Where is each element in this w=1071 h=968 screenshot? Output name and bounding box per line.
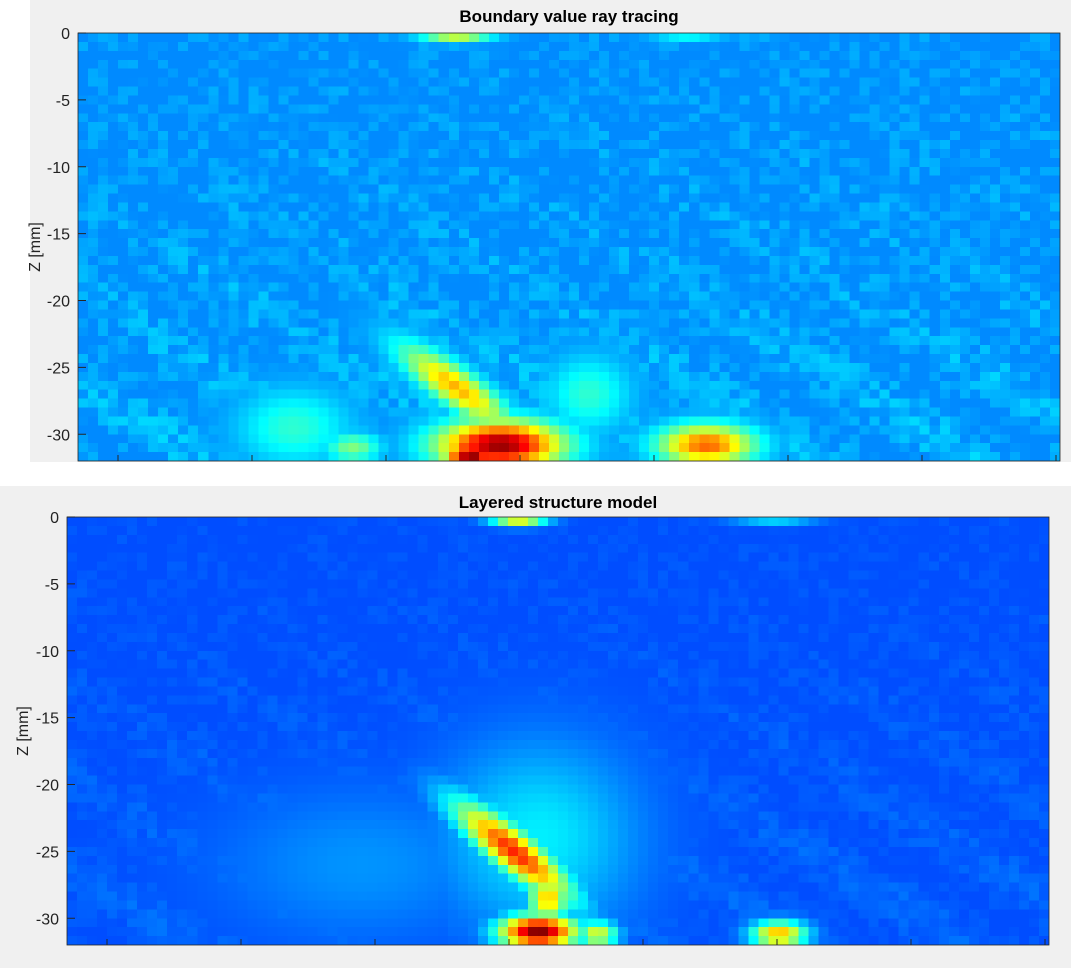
y-tick-label: -30	[47, 427, 70, 444]
y-tick-label: -5	[45, 577, 59, 594]
y-tick-label: 0	[61, 26, 70, 43]
y-tick-label: 0	[50, 510, 59, 527]
y-tick-label: -20	[47, 294, 70, 311]
heatmap-bottom	[67, 517, 1049, 945]
y-tick-label: -25	[36, 844, 59, 861]
y-tick-label: -30	[36, 911, 59, 928]
y-tick-label: -20	[36, 778, 59, 795]
chart-title-bottom: Layered structure model	[458, 493, 658, 512]
heatmap-top	[78, 33, 1060, 461]
plot-border	[66, 516, 1050, 946]
y-tick-label: -25	[47, 360, 70, 377]
y-tick-label: -15	[47, 227, 70, 244]
y-tick-label: -5	[56, 93, 70, 110]
y-tick-label: -15	[36, 711, 59, 728]
plot-border	[77, 32, 1061, 462]
chart-title-top: Boundary value ray tracing	[459, 7, 679, 26]
y-tick-label: -10	[36, 644, 59, 661]
y-tick-label: -10	[47, 160, 70, 177]
